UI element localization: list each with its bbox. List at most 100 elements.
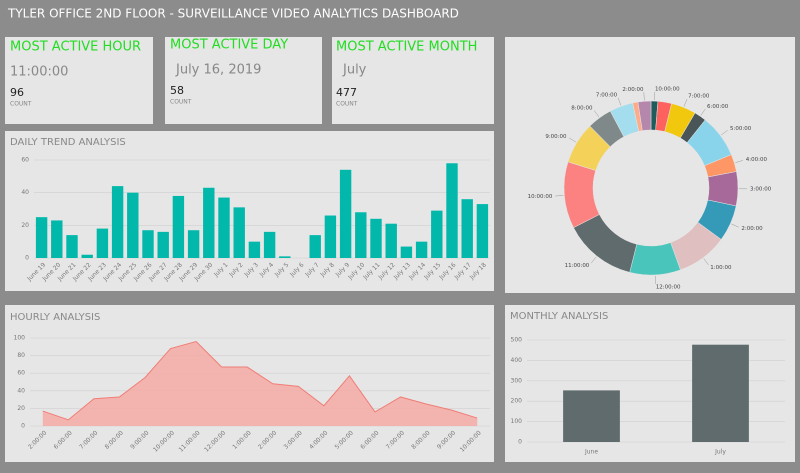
kpi-value: July 16, 2019: [175, 63, 261, 78]
y-tick-label: 20: [17, 405, 25, 412]
y-tick-label: 40: [17, 387, 25, 394]
y-tick-label: 500: [511, 337, 523, 344]
bar: [51, 220, 63, 258]
chart-title: HOURLY ANALYSIS: [10, 312, 100, 323]
kpi-count: 58: [170, 84, 184, 97]
slice-label: 10:00:00: [655, 87, 680, 93]
leader-line: [721, 130, 728, 136]
slice-label: 1:00:00: [710, 265, 732, 271]
slice-label: 9:00:00: [545, 134, 567, 140]
slice-label: 4:00:00: [746, 157, 768, 163]
kpi-count-label: COUNT: [170, 99, 192, 106]
x-tick-label: June: [584, 449, 598, 456]
bar: [263, 231, 276, 258]
bar: [370, 218, 382, 258]
bar: [142, 230, 154, 258]
bar: [218, 197, 230, 258]
bar: [692, 344, 749, 442]
slice-label: 12:00:00: [656, 284, 681, 290]
leader-line: [700, 108, 706, 116]
bar: [339, 169, 352, 258]
slice-label: 5:00:00: [730, 126, 752, 132]
kpi-count: 96: [10, 86, 24, 99]
leader-line: [731, 223, 739, 228]
x-tick-label: July: [714, 449, 726, 456]
bar: [233, 207, 245, 258]
bar: [96, 228, 109, 258]
bar: [187, 230, 200, 258]
kpi-count-label: COUNT: [336, 101, 358, 108]
bar: [415, 241, 428, 258]
slice-label: 6:00:00: [707, 104, 729, 110]
y-tick-label: 0: [21, 423, 25, 430]
panel: [5, 131, 494, 291]
bar: [324, 215, 337, 258]
y-tick-label: 0: [518, 439, 522, 446]
slice-label: 7:00:00: [688, 94, 710, 100]
kpi-title: MOST ACTIVE MONTH: [336, 40, 477, 55]
kpi-title: MOST ACTIVE HOUR: [10, 40, 141, 55]
slice-label: 3:00:00: [750, 186, 772, 192]
dashboard-title: TYLER OFFICE 2ND FLOOR - SURVEILLANCE VI…: [7, 7, 459, 21]
panel: [5, 37, 153, 124]
slice-label: 8:00:00: [571, 106, 593, 112]
leader-line: [643, 92, 645, 101]
bar: [355, 212, 367, 258]
leader-line: [568, 137, 577, 143]
leader-line: [703, 258, 709, 266]
slice-label: 10:00:00: [528, 194, 553, 200]
bar: [309, 235, 321, 258]
bar: [446, 163, 458, 258]
bar: [157, 231, 169, 258]
y-tick-label: 0: [25, 255, 29, 262]
bar: [385, 223, 397, 258]
panel: [165, 37, 322, 124]
y-tick-label: 60: [21, 157, 29, 164]
bar: [563, 390, 620, 442]
bar: [248, 241, 261, 258]
y-tick-label: 300: [511, 377, 523, 384]
area: [42, 341, 478, 426]
slice-label: 2:00:00: [741, 226, 763, 232]
y-tick-label: 100: [14, 335, 26, 342]
chart-title: MONTHLY ANALYSIS: [510, 311, 608, 322]
y-tick-label: 200: [511, 398, 523, 405]
leader-line: [590, 256, 597, 264]
kpi-count-label: COUNT: [10, 101, 32, 108]
bar: [66, 235, 78, 258]
bar: [35, 217, 48, 258]
bar: [400, 246, 413, 258]
bar: [476, 204, 489, 258]
kpi-value: 11:00:00: [10, 65, 68, 80]
slice-label: 2:00:00: [622, 87, 644, 93]
y-tick-label: 80: [17, 352, 25, 359]
leader-line: [617, 97, 622, 106]
slice-label: 11:00:00: [565, 263, 590, 269]
leader-line: [594, 110, 600, 118]
bar: [461, 199, 473, 258]
bar: [127, 192, 139, 258]
bar: [172, 195, 185, 258]
kpi-count: 477: [336, 86, 357, 99]
bar: [81, 254, 93, 258]
bar: [431, 210, 443, 258]
leader-line: [683, 98, 688, 107]
y-tick-label: 20: [21, 222, 29, 229]
bar: [111, 186, 124, 258]
y-tick-label: 400: [511, 357, 523, 364]
panel: [505, 305, 795, 462]
chart-title: DAILY TREND ANALYSIS: [10, 137, 126, 148]
kpi-title: MOST ACTIVE DAY: [170, 38, 288, 53]
bar: [279, 256, 291, 258]
bar: [203, 187, 215, 258]
panel: [332, 37, 494, 124]
y-tick-label: 60: [17, 370, 25, 377]
y-tick-label: 100: [511, 418, 523, 425]
leader-line: [735, 160, 744, 163]
slice-label: 7:00:00: [596, 92, 618, 98]
kpi-value: July: [342, 63, 367, 78]
line: [42, 340, 478, 421]
y-tick-label: 40: [21, 189, 29, 196]
leader-line: [555, 195, 564, 197]
